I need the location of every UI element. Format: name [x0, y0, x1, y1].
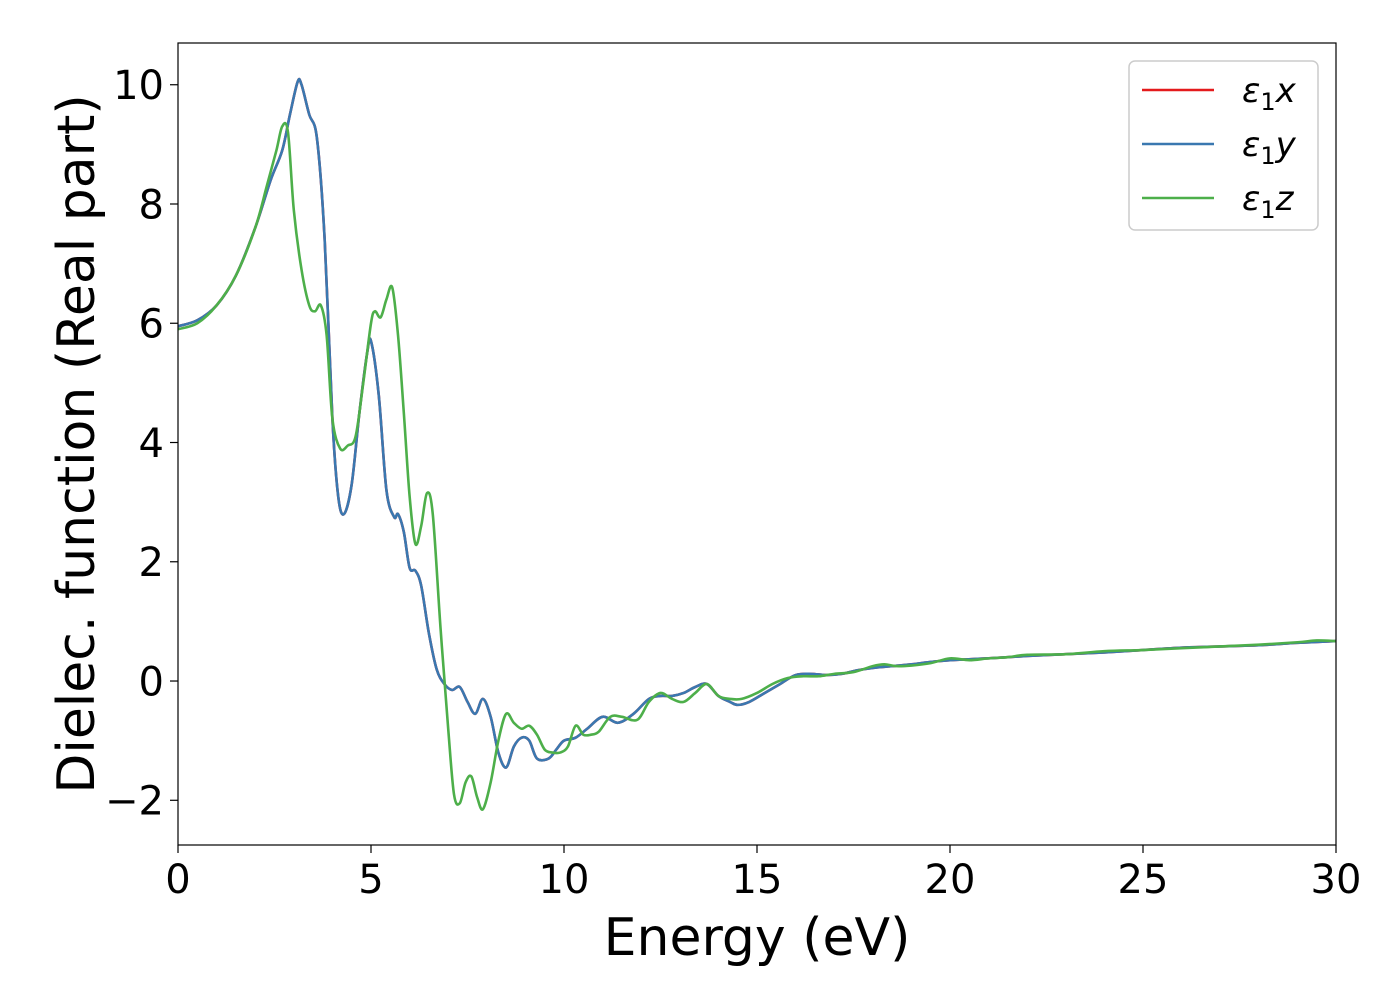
y-tick-label: 10 [113, 63, 164, 109]
y-axis-title: Dielec. function (Real part) [47, 94, 107, 793]
legend-box [1128, 60, 1319, 231]
x-tick-label: 30 [1311, 857, 1362, 903]
legend-label-z: ε1z [1242, 179, 1295, 224]
y-tick-label: 0 [139, 659, 164, 705]
y-tick-label: 6 [139, 302, 164, 348]
legend-base: ε [1242, 125, 1260, 165]
x-tick-label: 25 [1118, 857, 1169, 903]
x-axis: 0 5 10 15 20 25 30 [165, 845, 1361, 903]
x-tick-label: 10 [539, 857, 590, 903]
plot-frame [177, 42, 1337, 846]
x-tick-label: 15 [732, 857, 783, 903]
series-lines [178, 77, 1336, 811]
legend-base: ε [1242, 179, 1260, 219]
legend-variable: x [1275, 71, 1297, 111]
legend-base: ε [1242, 71, 1260, 111]
y-tick-label: −2 [105, 779, 164, 825]
y-axis: −2 0 2 4 6 8 10 [105, 63, 178, 825]
legend-subscript: 1 [1260, 88, 1275, 116]
legend-variable: z [1275, 179, 1295, 219]
legend-subscript: 1 [1260, 142, 1275, 170]
legend-subscript: 1 [1260, 196, 1275, 224]
y-tick-label: 8 [139, 182, 164, 228]
legend-label-y: ε1y [1242, 125, 1297, 170]
series-line-z [178, 121, 1336, 811]
x-tick-label: 5 [358, 857, 383, 903]
x-tick-label: 20 [925, 857, 976, 903]
y-tick-label: 2 [139, 540, 164, 586]
y-tick-label: 4 [139, 421, 164, 467]
legend-label-x: ε1x [1242, 71, 1297, 116]
legend-variable: y [1275, 125, 1297, 165]
x-axis-title: Energy (eV) [604, 908, 911, 968]
x-tick-label: 0 [165, 857, 190, 903]
